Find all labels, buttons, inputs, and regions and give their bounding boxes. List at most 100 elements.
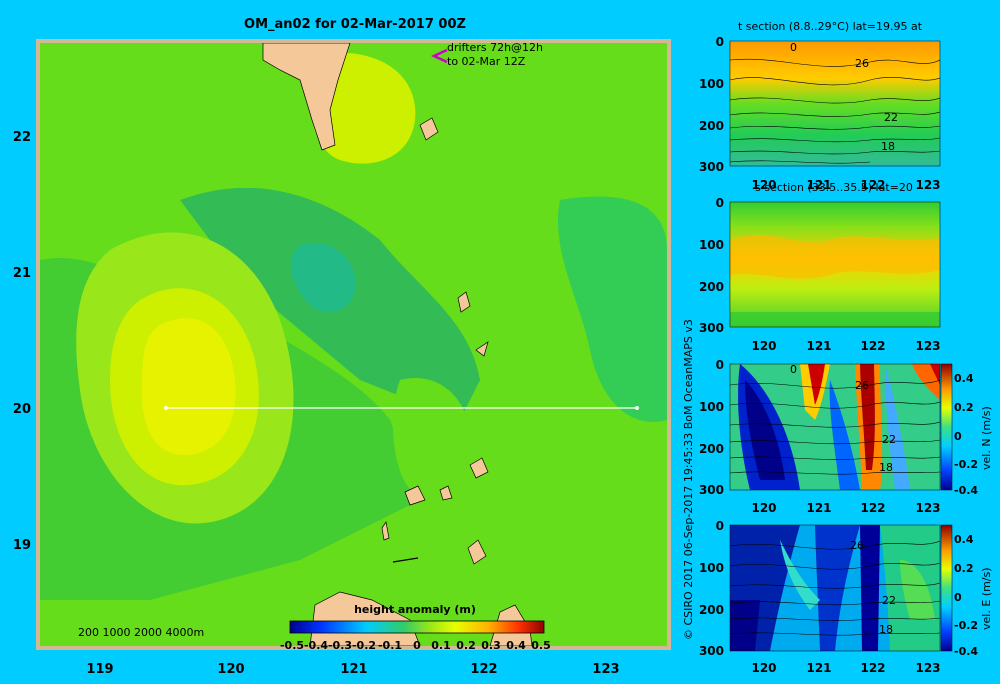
ve-contour-label: 26: [850, 539, 864, 552]
map-x-tick: 121: [340, 662, 367, 677]
vn-colorbar-ticks: 0.4 0.2 0 -0.2 -0.4: [954, 372, 978, 497]
land-island: [381, 521, 390, 541]
s-x-tick: 122: [860, 339, 885, 353]
vn-contour-label: 18: [879, 461, 893, 474]
vn-colorbar: [940, 363, 953, 491]
s-section-panel: s section (33.5..35.5) lat=20 0 100 200 …: [699, 181, 941, 353]
t-contour-label: 22: [884, 111, 898, 124]
land-island: [467, 539, 487, 565]
map-y-tick: 20: [13, 402, 31, 417]
s-y-tick: 200: [699, 280, 724, 294]
ve-colorbar-label: vel. E (m/s): [980, 567, 993, 630]
map-x-tick: 120: [217, 662, 244, 677]
ve-contour-label: 22: [882, 594, 896, 607]
ve-cb-tick: 0.4: [954, 533, 974, 546]
t-x-tick: 122: [860, 178, 885, 192]
t-section-contours: [730, 58, 940, 164]
ve-x-tick: 123: [915, 661, 940, 675]
map-x-tick: 122: [470, 662, 497, 677]
vn-cb-tick: 0: [954, 430, 962, 443]
map-x-axis: 119 120 121 122 123: [86, 662, 619, 677]
map-x-tick: 119: [86, 662, 113, 677]
colorbar-tick: -0.3: [328, 639, 352, 652]
vn-y-tick: 100: [699, 400, 724, 414]
vn-x-tick: 120: [751, 501, 776, 515]
map-y-tick: 19: [13, 538, 31, 553]
s-x-tick: 123: [915, 339, 940, 353]
t-x-tick: 121: [806, 178, 831, 192]
height-anomaly-field: [40, 43, 667, 646]
t-contour-label: 26: [855, 57, 869, 70]
land-taiwan: [262, 43, 351, 151]
t-section-y-axis: 0 100 200 300: [699, 35, 724, 174]
colorbar-tick: -0.1: [378, 639, 402, 652]
vn-section-border: [729, 363, 941, 491]
field-region-east: [557, 196, 667, 422]
vn-x-tick: 123: [915, 501, 940, 515]
vn-section-y-axis: 0 100 200 300: [699, 358, 724, 497]
ve-section-contours: [730, 540, 940, 636]
vn-x-tick: 122: [860, 501, 885, 515]
ve-y-tick: 200: [699, 603, 724, 617]
colorbar-ticks: -0.5 -0.4 -0.3 -0.2 -0.1 0 0.1 0.2 0.3 0…: [280, 639, 551, 652]
colorbar-tick: -0.2: [352, 639, 376, 652]
colorbar-tick: -0.4: [304, 639, 328, 652]
ve-x-tick: 121: [806, 661, 831, 675]
ve-section-panel: 26 22 18 0 100 200 300 120 121 122 123 0…: [699, 519, 993, 675]
map-y-tick: 22: [13, 130, 31, 145]
depth-legend: 200 1000 2000 4000m: [78, 626, 204, 639]
map-x-tick: 123: [592, 662, 619, 677]
colorbar-tick: 0.5: [531, 639, 551, 652]
land-island: [457, 291, 471, 313]
vn-cb-tick: 0.4: [954, 372, 974, 385]
ve-colorbar-ticks: 0.4 0.2 0 -0.2 -0.4: [954, 533, 978, 658]
section-line-end: [635, 406, 639, 410]
ve-y-tick: 300: [699, 644, 724, 658]
t-y-tick: 200: [699, 119, 724, 133]
drifter-label-2: to 02-Mar 12Z: [447, 55, 526, 68]
land-island: [439, 485, 453, 501]
drifter-symbol: [431, 48, 448, 64]
land-island: [469, 457, 489, 479]
colorbar-tick: 0: [413, 639, 421, 652]
s-x-tick: 121: [806, 339, 831, 353]
ve-cb-tick: 0: [954, 591, 962, 604]
t-y-tick: 300: [699, 160, 724, 174]
s-section-border: [729, 201, 941, 328]
t-contour-label: 18: [881, 140, 895, 153]
s-y-tick: 100: [699, 238, 724, 252]
ve-section-border: [729, 524, 941, 652]
colorbar-tick: 0.3: [481, 639, 501, 652]
t-x-tick: 123: [915, 178, 940, 192]
ve-y-tick: 0: [716, 519, 724, 533]
t-x-tick: 120: [751, 178, 776, 192]
t-section-x-axis: 120 121 122 123: [751, 178, 940, 192]
s-section-x-axis: 120 121 122 123: [751, 339, 940, 353]
map-y-tick: 21: [13, 266, 31, 281]
vn-x-tick: 121: [806, 501, 831, 515]
ve-contour-label: 18: [879, 623, 893, 636]
t-section-title: t section (8.8..29°C) lat=19.95 at: [738, 20, 923, 33]
vn-contour-label: 0: [790, 363, 797, 376]
t-contour-label: 0: [790, 41, 797, 54]
ve-cb-tick: -0.4: [954, 645, 978, 658]
s-x-tick: 120: [751, 339, 776, 353]
land-island: [404, 485, 426, 506]
s-y-tick: 0: [716, 196, 724, 210]
t-section-panel: t section (8.8..29°C) lat=19.95 at 0 26 …: [699, 20, 941, 192]
map-title: OM_an02 for 02-Mar-2017 00Z: [244, 17, 466, 32]
vn-section-contours: [730, 379, 940, 475]
vn-cb-tick: -0.2: [954, 458, 978, 471]
t-y-tick: 0: [716, 35, 724, 49]
vn-cb-tick: 0.2: [954, 401, 974, 414]
colorbar-tick: 0.2: [456, 639, 476, 652]
vn-y-tick: 0: [716, 358, 724, 372]
colorbar-tick: 0.4: [506, 639, 526, 652]
ve-cb-tick: -0.2: [954, 619, 978, 632]
field-region-min: [290, 242, 356, 313]
vn-contour-label: 26: [855, 379, 869, 392]
vn-colorbar-label: vel. N (m/s): [980, 406, 993, 470]
credit-text: © CSIRO 2017 06-Sep-2017 19:45:33 BoM Oc…: [682, 319, 695, 640]
field-region-max: [141, 318, 236, 455]
colorbar: [289, 620, 545, 634]
